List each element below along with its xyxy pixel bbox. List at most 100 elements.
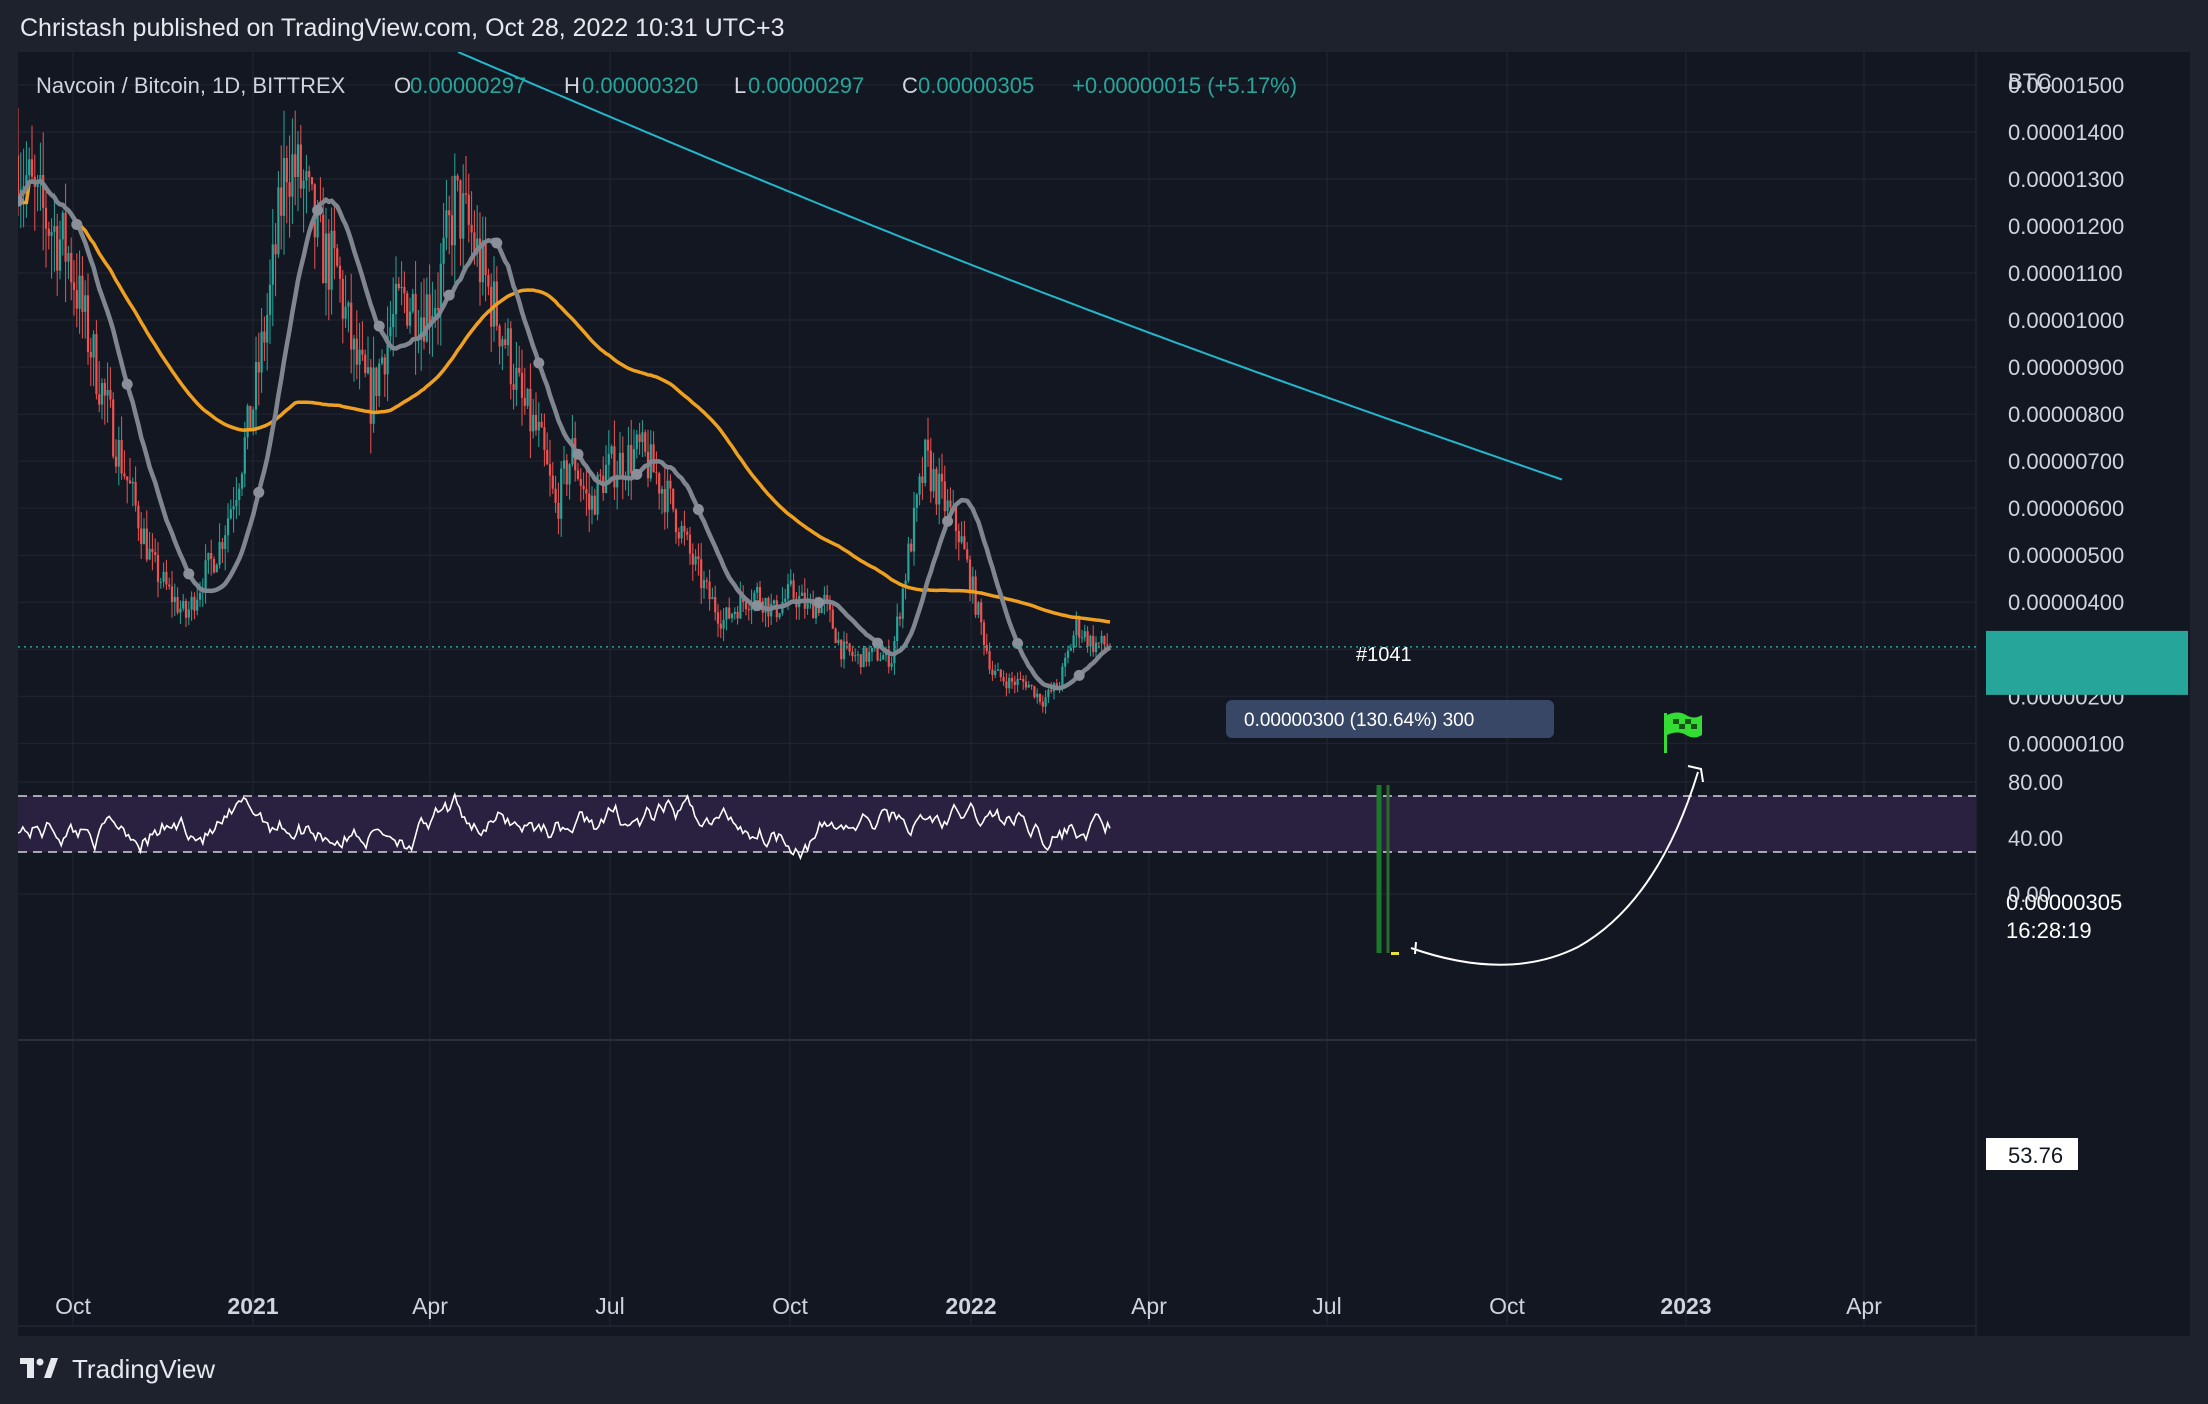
candle-body	[512, 384, 515, 390]
candle-body	[184, 600, 188, 618]
candle-body	[859, 654, 862, 668]
time-axis[interactable]: Oct 2021 Apr Jul Oct 2022 Apr Jul Oct 2023 Apr	[55, 1293, 1882, 1319]
candle-body	[126, 476, 129, 481]
candle-body	[949, 500, 952, 508]
candle-body	[364, 354, 367, 374]
ma-marker-dot	[373, 320, 385, 332]
candle-body	[341, 278, 344, 319]
candle-body	[484, 240, 487, 276]
candle-body	[722, 619, 725, 629]
candle-body	[240, 473, 244, 489]
legend-o-label: O	[394, 73, 411, 98]
candle-body	[1083, 631, 1086, 638]
candle-body	[47, 228, 50, 236]
candle-body	[372, 367, 375, 424]
candle-body	[1010, 677, 1014, 682]
candle-body	[327, 233, 330, 290]
rsi-current-tag	[1986, 1138, 2078, 1170]
candle-body	[814, 604, 818, 619]
candle-body	[408, 311, 412, 326]
ma-marker-dot	[121, 378, 133, 390]
candle-body	[800, 592, 804, 596]
ma-marker-dot	[692, 504, 704, 516]
candle-body	[159, 581, 162, 583]
candle-body	[862, 647, 865, 668]
candle-body	[711, 597, 714, 600]
candle-body	[210, 553, 213, 559]
candle-body	[389, 327, 392, 337]
countdown-value: 16:28:19	[2006, 918, 2092, 943]
published-header: Christash published on TradingView.com, …	[20, 14, 785, 42]
time-tick-label: Jul	[1312, 1293, 1341, 1319]
ma-marker-dot	[183, 568, 195, 580]
candle-body	[134, 481, 137, 506]
candle-body	[744, 602, 748, 610]
candle-body	[358, 349, 361, 365]
candle-body	[224, 535, 227, 550]
candle-body	[456, 175, 459, 181]
candle-body	[526, 388, 529, 406]
candle-body	[50, 231, 53, 236]
ma-marker-dot	[813, 597, 825, 609]
candle-body	[336, 248, 339, 266]
candle-body	[686, 531, 689, 535]
candle-body	[565, 460, 568, 485]
candle-body	[490, 286, 493, 327]
time-tick-label: 2023	[1660, 1293, 1711, 1319]
candle-body	[641, 432, 644, 443]
candle-body	[324, 233, 328, 284]
ma-marker-dot	[18, 195, 24, 207]
candle-body	[173, 597, 176, 602]
candle-body	[851, 651, 854, 657]
candle-body	[834, 628, 837, 644]
candle-body	[498, 325, 501, 347]
candle-body	[117, 439, 120, 467]
candle-body	[154, 552, 157, 555]
candle-body	[610, 446, 613, 454]
candle-body	[92, 334, 95, 358]
ma-marker-dot	[71, 218, 83, 230]
finish-flag-icon	[1664, 712, 1702, 753]
annotation-id: #1041	[1356, 644, 1412, 666]
candle-body	[355, 338, 358, 365]
candle-body	[249, 405, 252, 428]
candle-body	[506, 328, 510, 346]
rsi-current-value: 53.76	[2008, 1143, 2063, 1168]
chart-svg[interactable]: #1041 0.00000300 (130.64%) 300 0.0000010…	[18, 52, 2190, 1336]
measure-tooltip-text: 0.00000300 (130.64%) 300	[1244, 710, 1474, 731]
candle-body	[540, 421, 543, 428]
ma-marker-dot	[631, 468, 643, 480]
price-tick-label: 0.00001100	[2008, 261, 2123, 286]
legend: Navcoin / Bitcoin, 1D, BITTREX O 0.00000…	[36, 73, 1297, 98]
candle-body	[613, 446, 616, 488]
candle-body	[644, 432, 647, 452]
candle-body	[848, 643, 851, 652]
candle-body	[828, 600, 832, 610]
candle-body	[938, 473, 941, 505]
candle-body	[1013, 681, 1016, 685]
candle-body	[58, 239, 62, 271]
ma-marker-dot	[942, 515, 954, 527]
candle-body	[705, 580, 708, 582]
candle-body	[554, 488, 557, 503]
price-tick-label: 0.00001400	[2008, 120, 2124, 145]
candle-body	[730, 613, 734, 619]
rsi-axis: 80.00 40.00 0.00	[2008, 770, 2063, 907]
legend-h-value: 0.00000320	[582, 73, 698, 98]
candle-body	[635, 434, 638, 450]
candle-body	[618, 452, 622, 475]
candle-body	[590, 495, 594, 510]
candle-body	[1072, 635, 1075, 648]
candle-body	[1002, 677, 1005, 682]
candle-body	[170, 586, 174, 602]
candle-body	[999, 669, 1002, 678]
tradingview-logo[interactable]: TradingView	[20, 1352, 215, 1386]
candle-body	[1061, 666, 1064, 687]
candle-body	[25, 175, 28, 187]
candle-body	[81, 275, 84, 312]
candle-body	[428, 294, 431, 325]
chart-frame[interactable]: #1041 0.00000300 (130.64%) 300 0.0000010…	[18, 52, 2190, 1336]
candle-body	[226, 518, 230, 536]
candle-body	[190, 596, 193, 610]
candle-body	[137, 505, 140, 529]
